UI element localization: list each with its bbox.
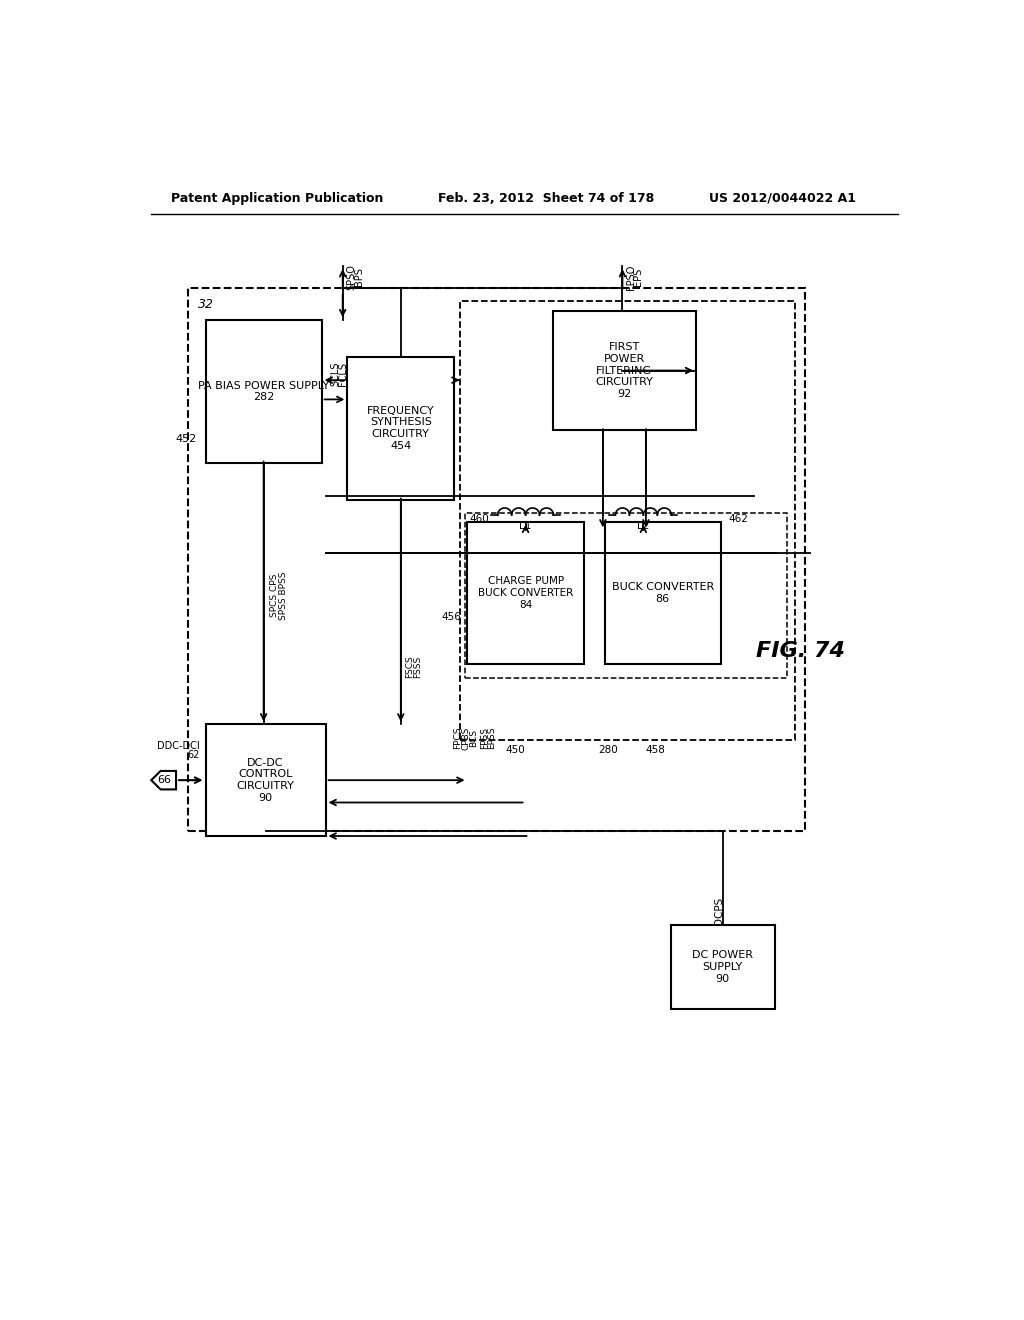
Text: FSCS: FSCS <box>404 655 414 678</box>
Text: 456: 456 <box>441 611 461 622</box>
Text: FREQUENCY
SYNTHESIS
CIRCUITRY
454: FREQUENCY SYNTHESIS CIRCUITRY 454 <box>367 405 434 450</box>
Bar <box>206 321 322 462</box>
Text: US 2012/0044022 A1: US 2012/0044022 A1 <box>710 191 856 205</box>
Text: BUCK CONVERTER
86: BUCK CONVERTER 86 <box>611 582 714 603</box>
Text: SPSO: SPSO <box>346 264 356 290</box>
Polygon shape <box>152 771 176 789</box>
Text: FPSS: FPSS <box>480 727 488 750</box>
Text: FSSS: FSSS <box>414 656 422 677</box>
Bar <box>604 521 721 664</box>
Bar <box>188 288 805 830</box>
Text: CPBS: CPBS <box>461 726 470 750</box>
Text: Patent Application Publication: Patent Application Publication <box>171 191 383 205</box>
Bar <box>347 356 455 499</box>
Text: FCLS: FCLS <box>338 362 348 385</box>
Text: Feb. 23, 2012  Sheet 74 of 178: Feb. 23, 2012 Sheet 74 of 178 <box>438 191 654 205</box>
Text: DC-DC
CONTROL
CIRCUITRY
90: DC-DC CONTROL CIRCUITRY 90 <box>237 758 295 803</box>
Text: BPS: BPS <box>353 268 364 286</box>
Text: FPCS: FPCS <box>454 727 463 750</box>
Text: 66: 66 <box>158 775 171 785</box>
Text: SPSS BPSS: SPSS BPSS <box>280 572 288 620</box>
Text: DC POWER
SUPPLY
90: DC POWER SUPPLY 90 <box>692 950 754 983</box>
Bar <box>460 301 796 739</box>
Text: PA BIAS POWER SUPPLY
282: PA BIAS POWER SUPPLY 282 <box>198 380 330 403</box>
Text: EPS: EPS <box>633 268 643 286</box>
Text: EPSS: EPSS <box>487 727 497 750</box>
Text: 280: 280 <box>599 744 618 755</box>
Text: L1: L1 <box>519 520 531 531</box>
Text: BCS: BCS <box>469 729 478 747</box>
Text: 462: 462 <box>729 513 749 524</box>
Text: SPCS CPS: SPCS CPS <box>270 574 279 618</box>
Bar <box>467 521 584 664</box>
Text: 32: 32 <box>198 298 214 312</box>
Bar <box>465 512 786 678</box>
Text: L2: L2 <box>637 520 649 531</box>
Text: FPSO: FPSO <box>627 264 636 289</box>
Text: 458: 458 <box>645 744 665 755</box>
Bar <box>206 725 326 836</box>
Text: 450: 450 <box>506 744 525 755</box>
Text: 460: 460 <box>469 513 489 524</box>
Text: DCPS: DCPS <box>714 896 724 925</box>
Text: 452: 452 <box>175 434 197 445</box>
Text: FIRST
POWER
FILTERING
CIRCUITRY
92: FIRST POWER FILTERING CIRCUITRY 92 <box>595 342 653 399</box>
Text: FIG. 74: FIG. 74 <box>756 642 845 661</box>
Bar <box>553 312 696 430</box>
Bar <box>671 924 775 1010</box>
Text: SCLS: SCLS <box>331 362 340 387</box>
Text: 62: 62 <box>187 750 200 760</box>
Text: DDC-DCI: DDC-DCI <box>157 741 200 751</box>
Text: CHARGE PUMP
BUCK CONVERTER
84: CHARGE PUMP BUCK CONVERTER 84 <box>478 577 573 610</box>
